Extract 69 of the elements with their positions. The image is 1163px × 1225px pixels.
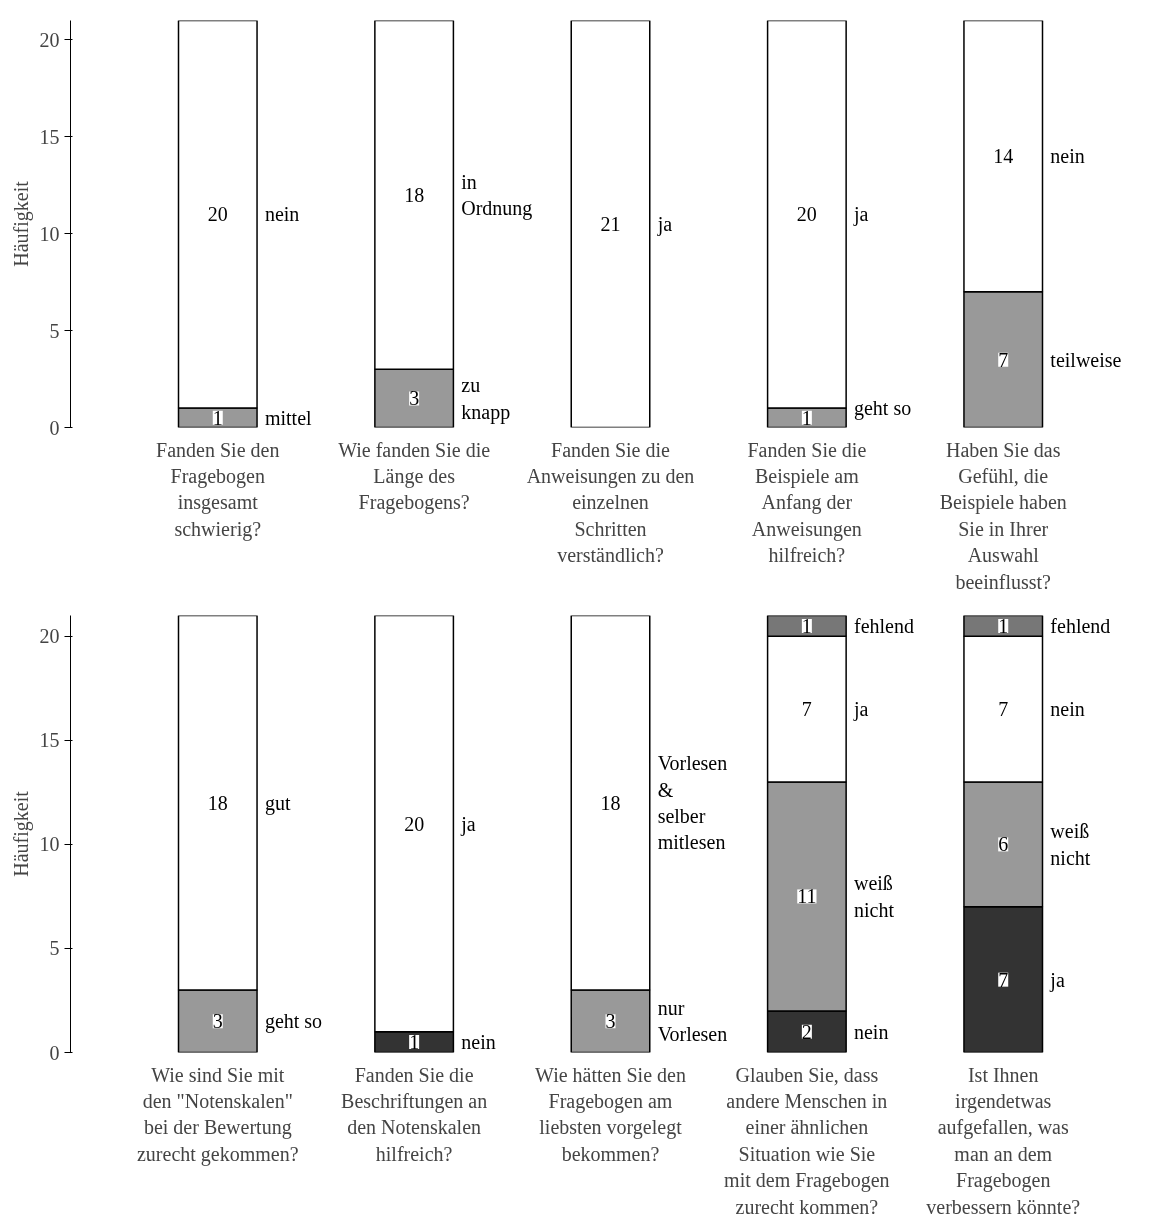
annotation: gut xyxy=(264,791,291,815)
y-tick-label: 10 xyxy=(39,833,60,856)
data-label: 2 xyxy=(801,1020,812,1043)
data-label: 7 xyxy=(801,698,812,721)
data-label: 20 xyxy=(404,812,425,835)
annotation: ja xyxy=(656,213,673,236)
annotation: in Ordnung xyxy=(461,170,533,221)
x-tick-label: Glauben Sie, dass andere Menschen in einer ähnlichen Situation wie Sie mit dem Fragebogen zurecht kommen? xyxy=(724,1063,890,1218)
annotation: fehlend xyxy=(1050,614,1111,637)
y-axis-title: Häufigkeit xyxy=(9,790,33,877)
annotation: zu knapp xyxy=(461,374,511,424)
x-tick-label: Fanden Sie den Fragebogen insgesamt schwierig? xyxy=(156,438,280,541)
data-label: 18 xyxy=(207,791,228,814)
data-label: 7 xyxy=(998,698,1009,721)
data-label: 1 xyxy=(801,614,812,637)
data-label: 11 xyxy=(797,885,817,908)
y-tick-label: 10 xyxy=(39,222,60,245)
data-label: 7 xyxy=(998,348,1009,371)
annotation: ja xyxy=(1049,968,1065,992)
annotation: geht so xyxy=(264,1010,323,1034)
annotation: nein xyxy=(853,1020,889,1043)
data-label: 3 xyxy=(212,1010,223,1033)
annotation: weiß nicht xyxy=(1050,820,1091,869)
bar xyxy=(570,20,651,428)
data-label: 1 xyxy=(998,614,1009,637)
data-label: 1 xyxy=(801,406,812,429)
y-tick-label: 0 xyxy=(49,1041,60,1064)
x-tick-label: Fanden Sie die Beschriftungen an den Notenskalen hilfreich? xyxy=(341,1063,488,1165)
x-tick-label: Fanden Sie die Beispiele am Anfang der Anweisungen hilfreich? xyxy=(747,438,867,567)
x-tick-label: Wie fanden Sie die Länge des Fragebogens? xyxy=(338,438,491,515)
y-tick-label: 20 xyxy=(39,28,60,51)
data-label: 18 xyxy=(404,183,425,206)
annotation: nein xyxy=(1050,145,1085,168)
annotation: nur Vorlesen xyxy=(657,997,728,1046)
annotation: fehlend xyxy=(853,614,914,637)
data-label: 20 xyxy=(796,203,817,226)
annotation: ja xyxy=(852,203,869,227)
annotation: ja xyxy=(852,698,869,722)
x-tick-label: Ist Ihnen irgendetwas aufgefallen, was man an dem Fragebogen verbessern könnte? xyxy=(926,1063,1081,1218)
data-label: 1 xyxy=(409,1031,420,1054)
y-tick-label: 5 xyxy=(49,937,60,960)
y-tick-label: 5 xyxy=(49,319,60,342)
annotation: nein xyxy=(1050,698,1085,721)
data-label: 20 xyxy=(207,203,228,226)
annotation: ja xyxy=(460,812,476,836)
y-tick-label: 15 xyxy=(39,729,60,752)
x-tick-label: Fanden Sie die Anweisungen zu den einzelnen Schritten verständlich? xyxy=(526,438,695,567)
annotation: weiß nicht xyxy=(853,872,895,921)
annotation: nein xyxy=(461,1031,496,1054)
data-label: 18 xyxy=(600,791,621,814)
y-tick-label: 20 xyxy=(39,625,60,648)
annotation: nein xyxy=(264,203,300,226)
annotation: mittel xyxy=(264,406,312,429)
data-label: 1 xyxy=(212,406,223,429)
x-tick-label: Wie sind Sie mit den "Notenskalen" bei der Bewertung zurecht gekommen? xyxy=(136,1063,299,1166)
x-tick-label: Wie hätten Sie den Fragebogen am liebsten vorgelegt bekommen? xyxy=(535,1063,686,1165)
data-label: 21 xyxy=(600,213,621,235)
data-label: 6 xyxy=(998,833,1009,856)
data-label: 3 xyxy=(409,387,420,410)
y-axis-title: Häufigkeit xyxy=(9,180,33,267)
data-label: 7 xyxy=(998,968,1009,991)
y-tick-label: 15 xyxy=(39,125,60,148)
annotation: geht so xyxy=(853,397,912,421)
y-tick-label: 0 xyxy=(49,416,60,439)
annotation: teilweise xyxy=(1050,348,1122,371)
x-tick-label: Haben Sie das Gefühl, die Beispiele haben Sie in Ihrer Auswahl beeinflusst? xyxy=(939,438,1067,593)
annotation: Vorlesen & selber mitlesen xyxy=(657,752,728,854)
data-label: 3 xyxy=(605,1010,616,1033)
data-label: 14 xyxy=(993,145,1014,168)
